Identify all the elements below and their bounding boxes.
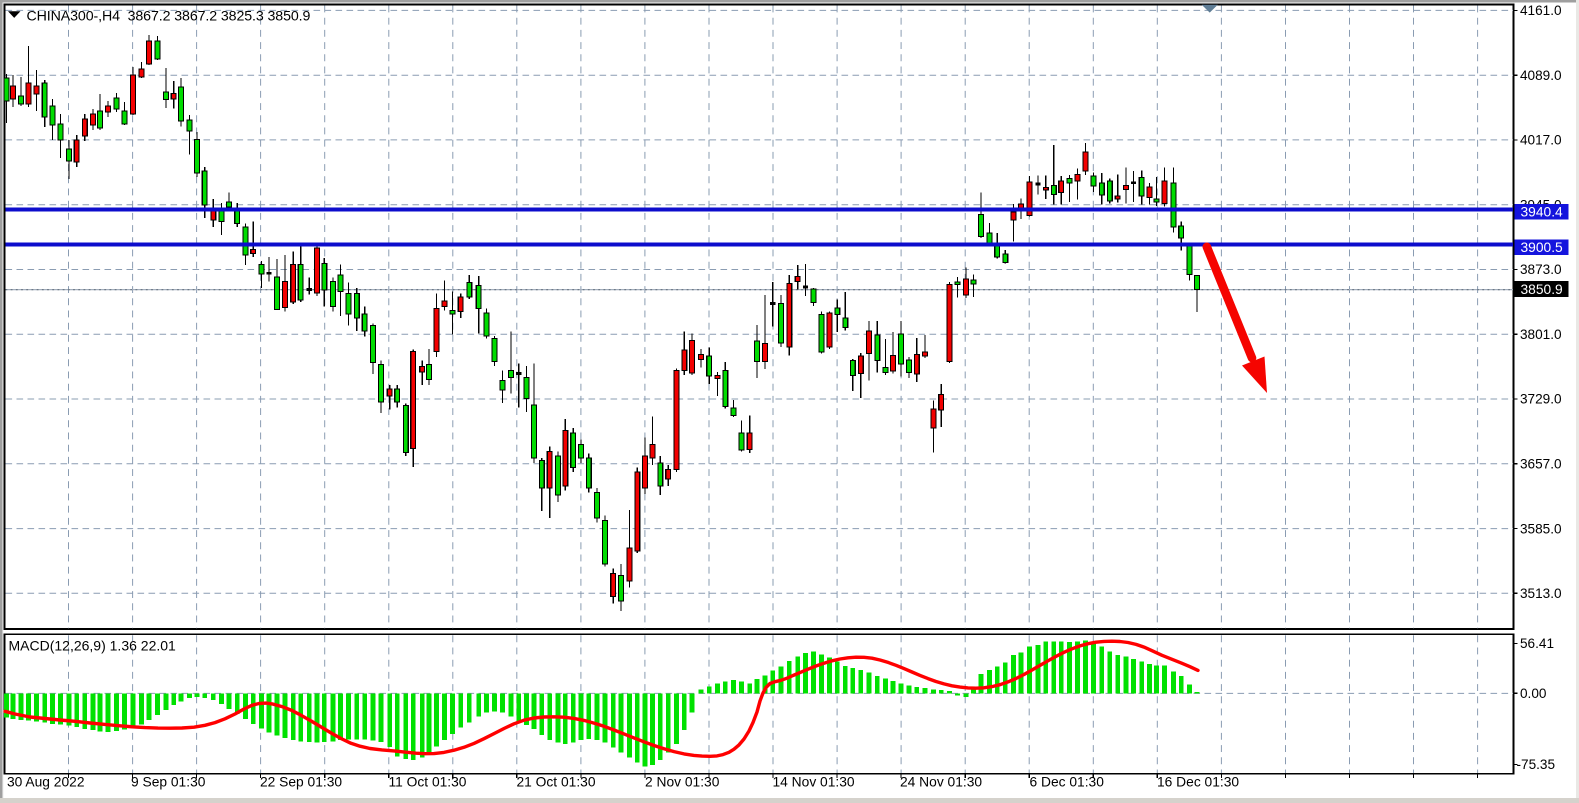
svg-text:9 Sep 01:30: 9 Sep 01:30 xyxy=(131,775,206,790)
svg-text:6 Dec 01:30: 6 Dec 01:30 xyxy=(1030,775,1105,790)
svg-text:11 Oct 01:30: 11 Oct 01:30 xyxy=(389,775,467,790)
svg-text:0.00: 0.00 xyxy=(1520,686,1547,701)
svg-text:4089.0: 4089.0 xyxy=(1520,68,1562,83)
svg-text:-75.35: -75.35 xyxy=(1517,757,1556,772)
svg-text:22 Sep 01:30: 22 Sep 01:30 xyxy=(260,775,342,790)
svg-text:3585.0: 3585.0 xyxy=(1520,521,1562,536)
svg-text:3513.0: 3513.0 xyxy=(1520,586,1562,601)
svg-text:3940.4: 3940.4 xyxy=(1521,204,1564,219)
svg-text:MACD(12,26,9) 1.36 22.01: MACD(12,26,9) 1.36 22.01 xyxy=(9,638,177,654)
svg-text:3729.0: 3729.0 xyxy=(1520,392,1562,407)
svg-text:CHINA300-,H4 3867.2 3867.2 38: CHINA300-,H4 3867.2 3867.2 3825.3 3850.9 xyxy=(27,9,311,25)
svg-text:3873.0: 3873.0 xyxy=(1520,262,1562,277)
svg-text:4161.0: 4161.0 xyxy=(1520,3,1562,18)
svg-text:3801.0: 3801.0 xyxy=(1520,327,1562,342)
svg-text:14 Nov 01:30: 14 Nov 01:30 xyxy=(773,775,855,790)
svg-text:30 Aug 2022: 30 Aug 2022 xyxy=(7,775,85,790)
svg-text:3657.0: 3657.0 xyxy=(1520,457,1562,472)
svg-text:56.41: 56.41 xyxy=(1520,636,1554,651)
svg-text:21 Oct 01:30: 21 Oct 01:30 xyxy=(517,775,596,790)
svg-text:4017.0: 4017.0 xyxy=(1520,133,1562,148)
svg-text:3850.9: 3850.9 xyxy=(1521,282,1564,297)
svg-text:24 Nov 01:30: 24 Nov 01:30 xyxy=(900,775,982,790)
svg-text:3900.5: 3900.5 xyxy=(1521,240,1564,255)
svg-text:16 Dec 01:30: 16 Dec 01:30 xyxy=(1157,775,1239,790)
svg-text:2 Nov 01:30: 2 Nov 01:30 xyxy=(645,775,720,790)
